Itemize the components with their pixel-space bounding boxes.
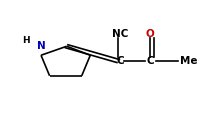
Text: O: O bbox=[146, 29, 155, 39]
Text: C: C bbox=[146, 56, 154, 66]
Text: NC: NC bbox=[112, 29, 128, 39]
Text: N: N bbox=[37, 41, 45, 51]
Text: H: H bbox=[22, 36, 30, 45]
Text: C: C bbox=[117, 56, 124, 66]
Text: Me: Me bbox=[180, 56, 198, 66]
